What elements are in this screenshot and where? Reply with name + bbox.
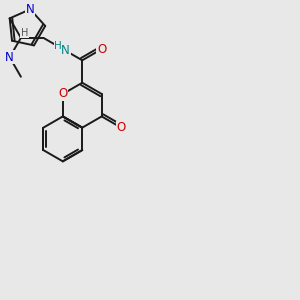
Text: O: O [97,43,106,56]
Text: H: H [21,28,28,38]
Text: O: O [116,121,126,134]
Text: N: N [61,44,70,57]
Text: H: H [54,41,62,51]
Text: N: N [5,51,14,64]
Text: O: O [58,88,68,100]
Text: N: N [26,3,34,16]
